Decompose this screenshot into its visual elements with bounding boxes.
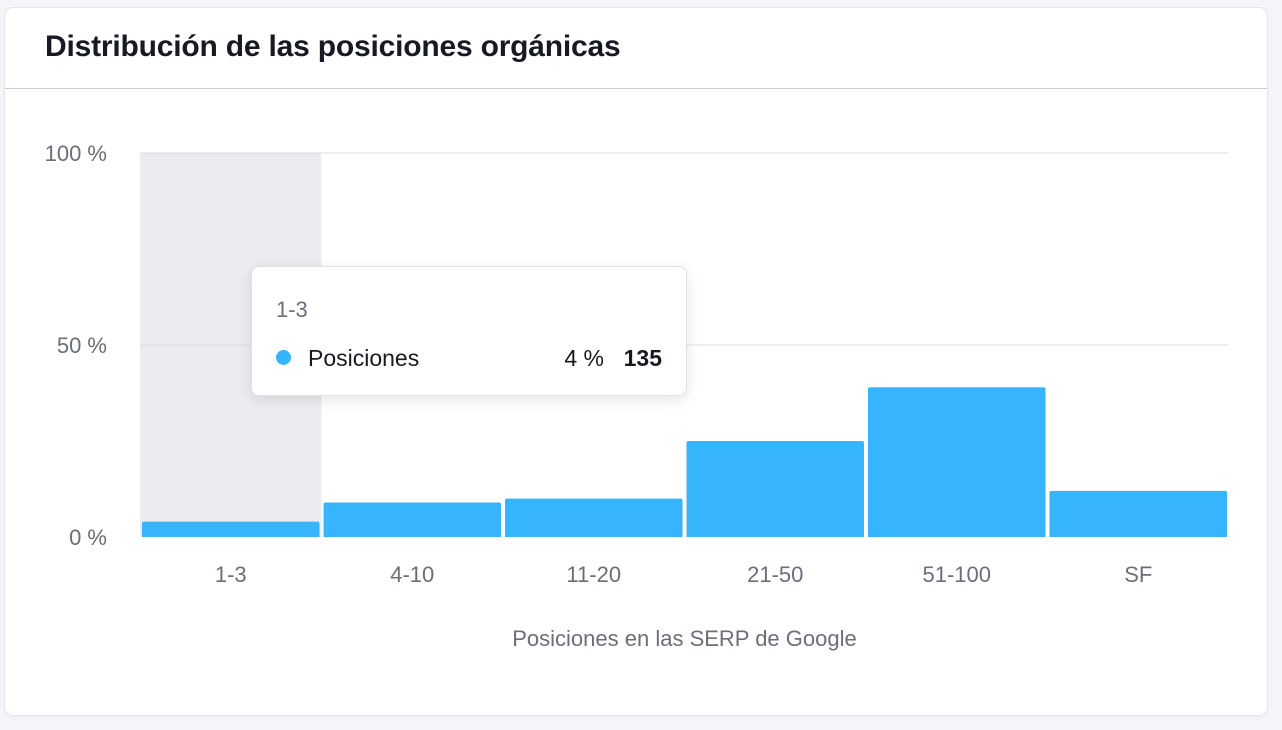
x-tick-label: SF <box>1124 562 1152 587</box>
x-axis-title: Posiciones en las SERP de Google <box>512 626 856 651</box>
card-title: Distribución de las posiciones orgánicas <box>45 30 621 63</box>
tooltip-count: 135 <box>623 345 662 371</box>
bar-1-3 <box>142 521 320 537</box>
bar-21-50 <box>686 441 864 537</box>
x-tick-label: 4-10 <box>390 562 434 587</box>
x-tick-label: 51-100 <box>922 562 991 587</box>
tooltip-series-row: Posiciones 4 % 135 <box>276 345 662 371</box>
bar-SF <box>1049 490 1227 537</box>
tooltip-series-name: Posiciones <box>308 345 420 371</box>
tooltip-percent: 4 % <box>564 345 604 371</box>
organic-positions-card: Distribución de las posiciones orgánicas… <box>5 8 1267 715</box>
y-tick-label: 100 % <box>45 141 107 166</box>
bar-11-20 <box>505 498 683 537</box>
x-tick-label: 1-3 <box>215 562 247 587</box>
chart-tooltip: 1-3 Posiciones 4 % 135 <box>251 266 687 396</box>
positions-bar-chart: 0 % 50 % 100 % 1-3 4-10 11-20 21-50 51-100 SF Pos… <box>45 141 1229 651</box>
card-divider <box>5 88 1267 89</box>
series-dot-icon <box>276 350 291 365</box>
x-tick-label: 21-50 <box>747 562 803 587</box>
bar-4-10 <box>323 502 501 537</box>
y-tick-label: 50 % <box>57 333 107 358</box>
bar-51-100 <box>868 387 1046 537</box>
x-tick-label: 11-20 <box>566 562 621 587</box>
y-tick-label: 0 % <box>69 525 107 550</box>
tooltip-category: 1-3 <box>276 297 308 322</box>
